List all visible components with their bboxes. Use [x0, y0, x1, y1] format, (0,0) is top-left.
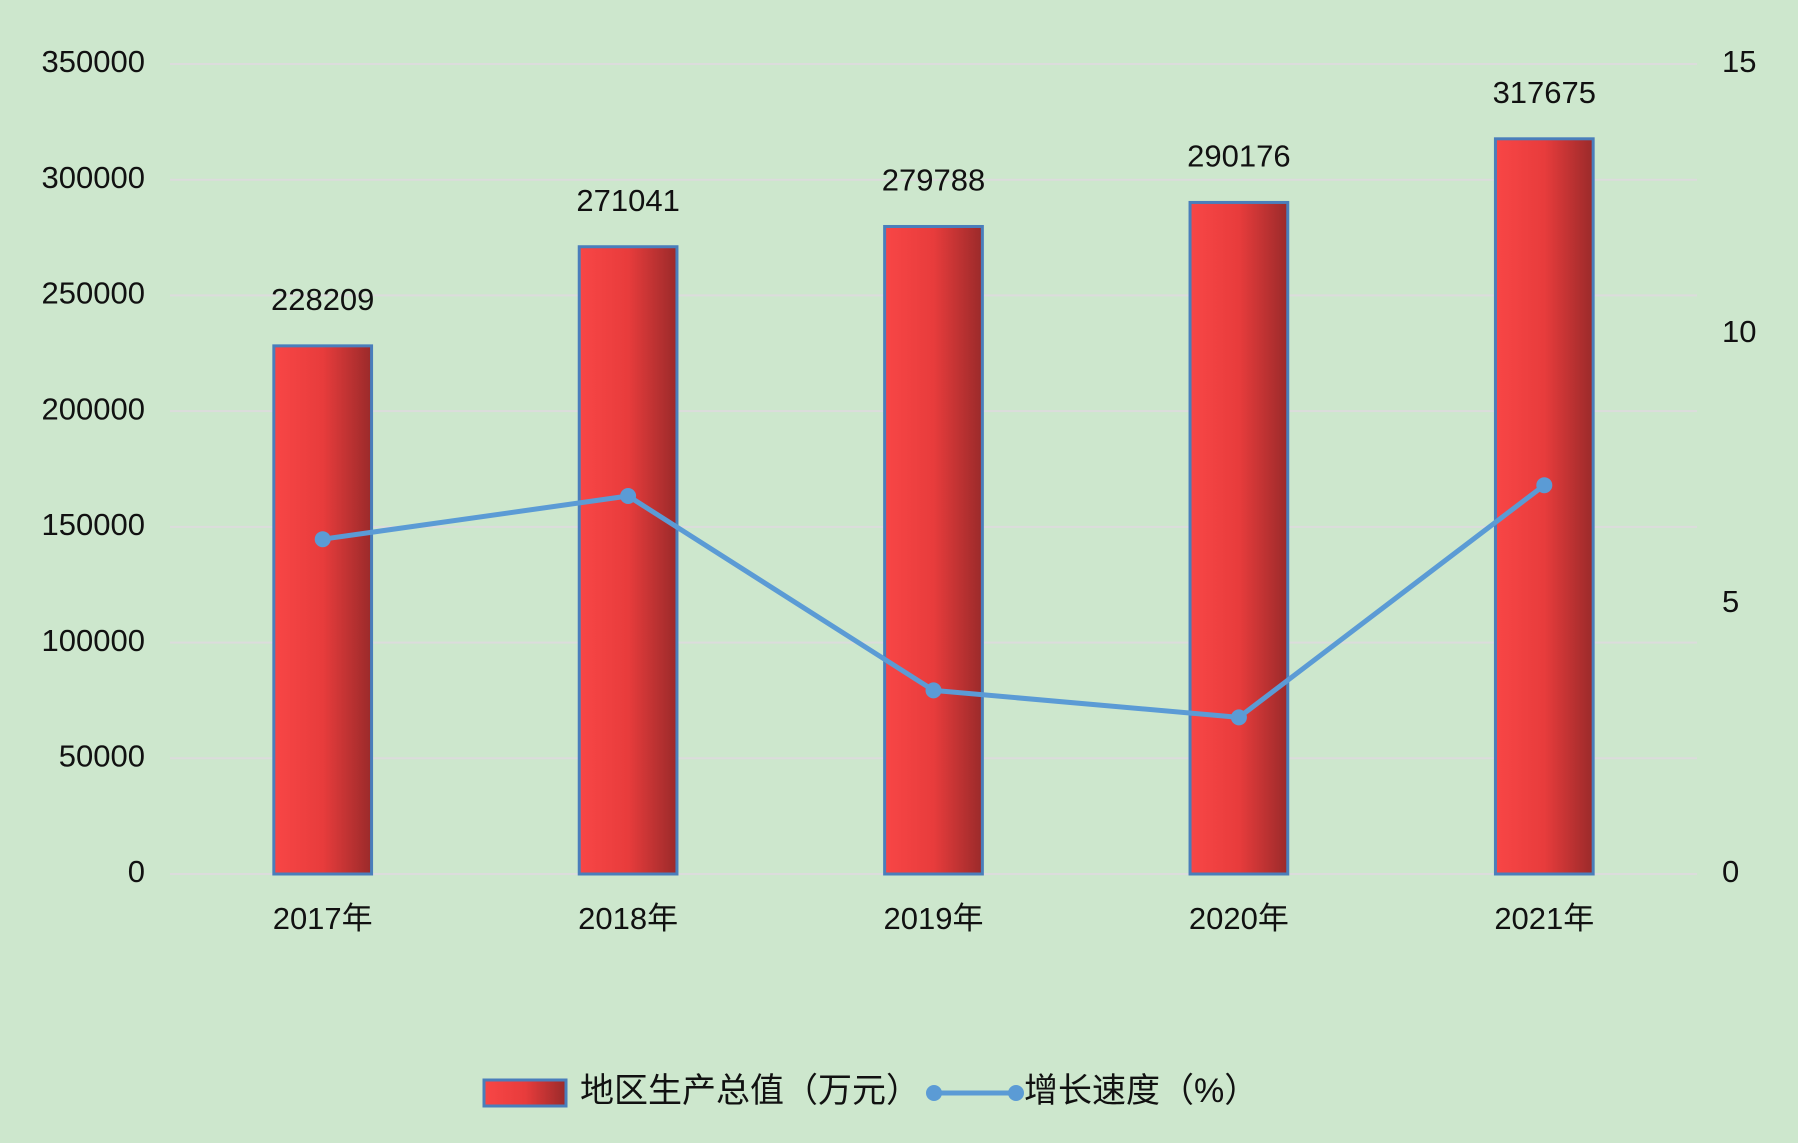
- x-tick-label: 2020年: [1189, 901, 1289, 936]
- data-label: 317675: [1493, 75, 1596, 110]
- data-label: 271041: [576, 183, 679, 218]
- y-tick-label: 200000: [42, 391, 145, 426]
- bar: [1493, 137, 1595, 876]
- y-tick-label: 350000: [42, 44, 145, 79]
- y-tick-label: 250000: [42, 276, 145, 311]
- y-tick-label: 50000: [59, 738, 145, 773]
- data-label: 290176: [1187, 139, 1290, 174]
- legend-marker: [1008, 1085, 1024, 1101]
- y-tick-label: 100000: [42, 623, 145, 658]
- y-tick-label: 0: [128, 854, 145, 889]
- y2-tick-label: 15: [1722, 44, 1756, 79]
- y2-tick-label: 0: [1722, 854, 1739, 889]
- legend-label: 地区生产总值（万元）: [580, 1072, 920, 1110]
- line-marker: [620, 488, 637, 504]
- x-tick-label: 2017年: [273, 901, 373, 936]
- bar: [883, 224, 984, 876]
- bar: [577, 245, 679, 876]
- line-marker: [925, 682, 942, 699]
- y-tick-label: 300000: [42, 160, 145, 195]
- y2-tick-label: 5: [1722, 584, 1739, 619]
- x-tick-label: 2018年: [578, 901, 678, 936]
- data-label: 228209: [271, 282, 374, 317]
- legend-label: 增长速度（%）: [1024, 1072, 1258, 1110]
- data-label: 279788: [882, 163, 985, 198]
- y-tick-label: 150000: [42, 507, 145, 542]
- y2-tick-label: 10: [1722, 314, 1756, 349]
- x-tick-label: 2019年: [884, 901, 984, 936]
- line-marker: [1536, 477, 1553, 494]
- legend-marker: [926, 1085, 942, 1101]
- bar: [272, 344, 374, 876]
- line-marker: [314, 531, 331, 548]
- line-marker: [1230, 709, 1247, 726]
- bar: [1188, 200, 1290, 876]
- legend-swatch: [482, 1078, 568, 1108]
- x-tick-label: 2021年: [1494, 901, 1594, 936]
